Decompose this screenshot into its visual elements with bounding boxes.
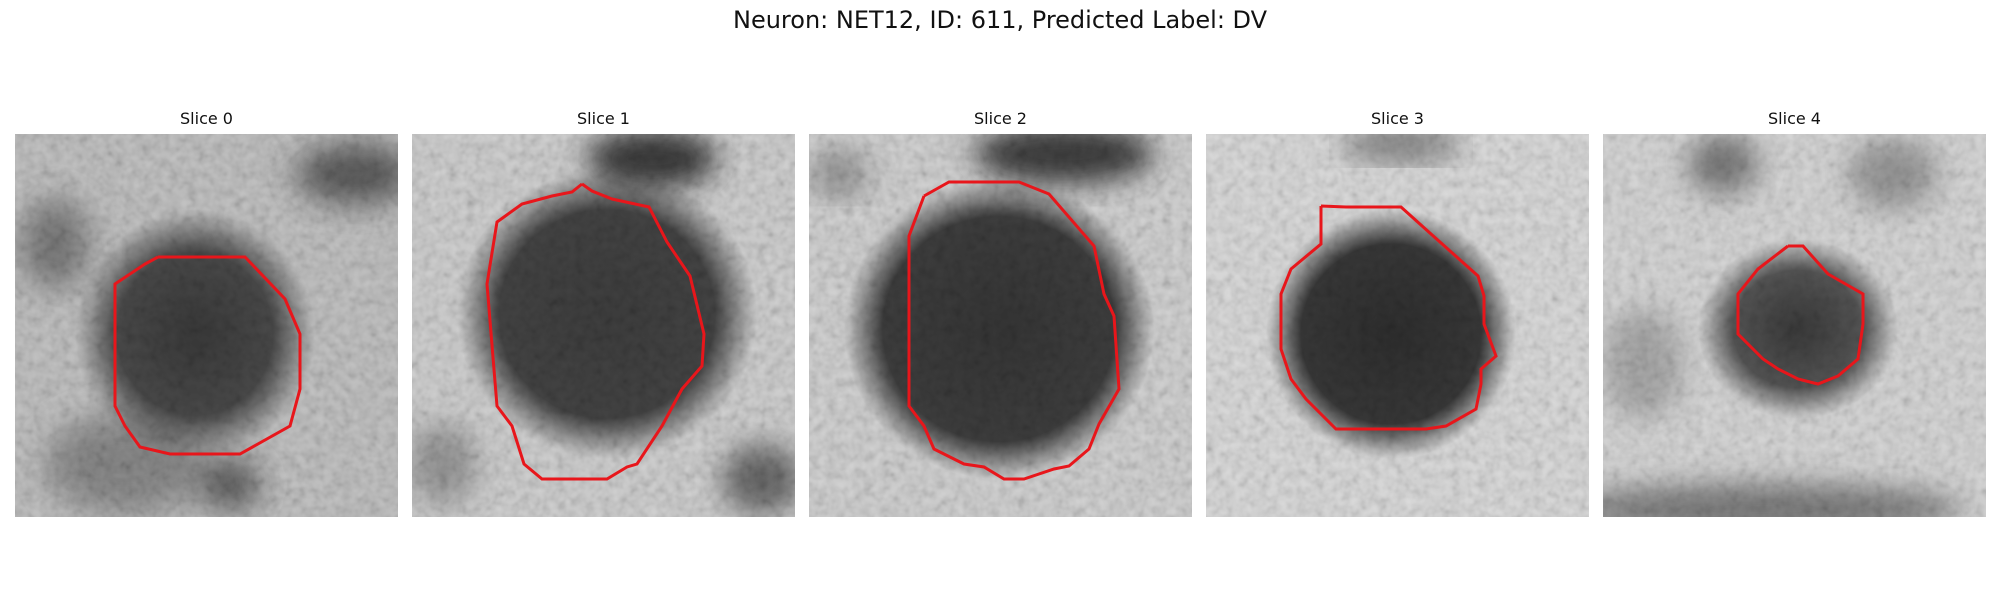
slice-image-2 (809, 134, 1192, 517)
neuron-outline (113, 255, 302, 456)
slice-panel-4: Slice 4 (1603, 108, 1986, 517)
texture-noise (1206, 134, 1589, 517)
texture-noise (412, 134, 795, 517)
slice-panel-2: Slice 2 (809, 108, 1192, 517)
slice-title-3: Slice 3 (1371, 109, 1424, 128)
slice-title-1: Slice 1 (577, 109, 630, 128)
neuron-outline (1279, 204, 1498, 431)
neuron-outline (485, 182, 706, 481)
texture-noise (15, 134, 398, 517)
slice-title-2: Slice 2 (974, 109, 1027, 128)
slice-panel-1: Slice 1 (412, 108, 795, 517)
texture-noise (809, 134, 1192, 517)
slice-image-1 (412, 134, 795, 517)
neuron-outline (907, 180, 1121, 481)
slice-image-3 (1206, 134, 1589, 517)
slice-panel-0: Slice 0 (15, 108, 398, 517)
slice-title-4: Slice 4 (1768, 109, 1821, 128)
slice-title-0: Slice 0 (180, 109, 233, 128)
slice-image-4 (1603, 134, 1986, 517)
slice-image-0 (15, 134, 398, 517)
slice-panel-3: Slice 3 (1206, 108, 1589, 517)
neuron-outline (1736, 244, 1865, 386)
texture-noise (1603, 134, 1986, 517)
figure-title: Neuron: NET12, ID: 611, Predicted Label:… (732, 6, 1268, 34)
